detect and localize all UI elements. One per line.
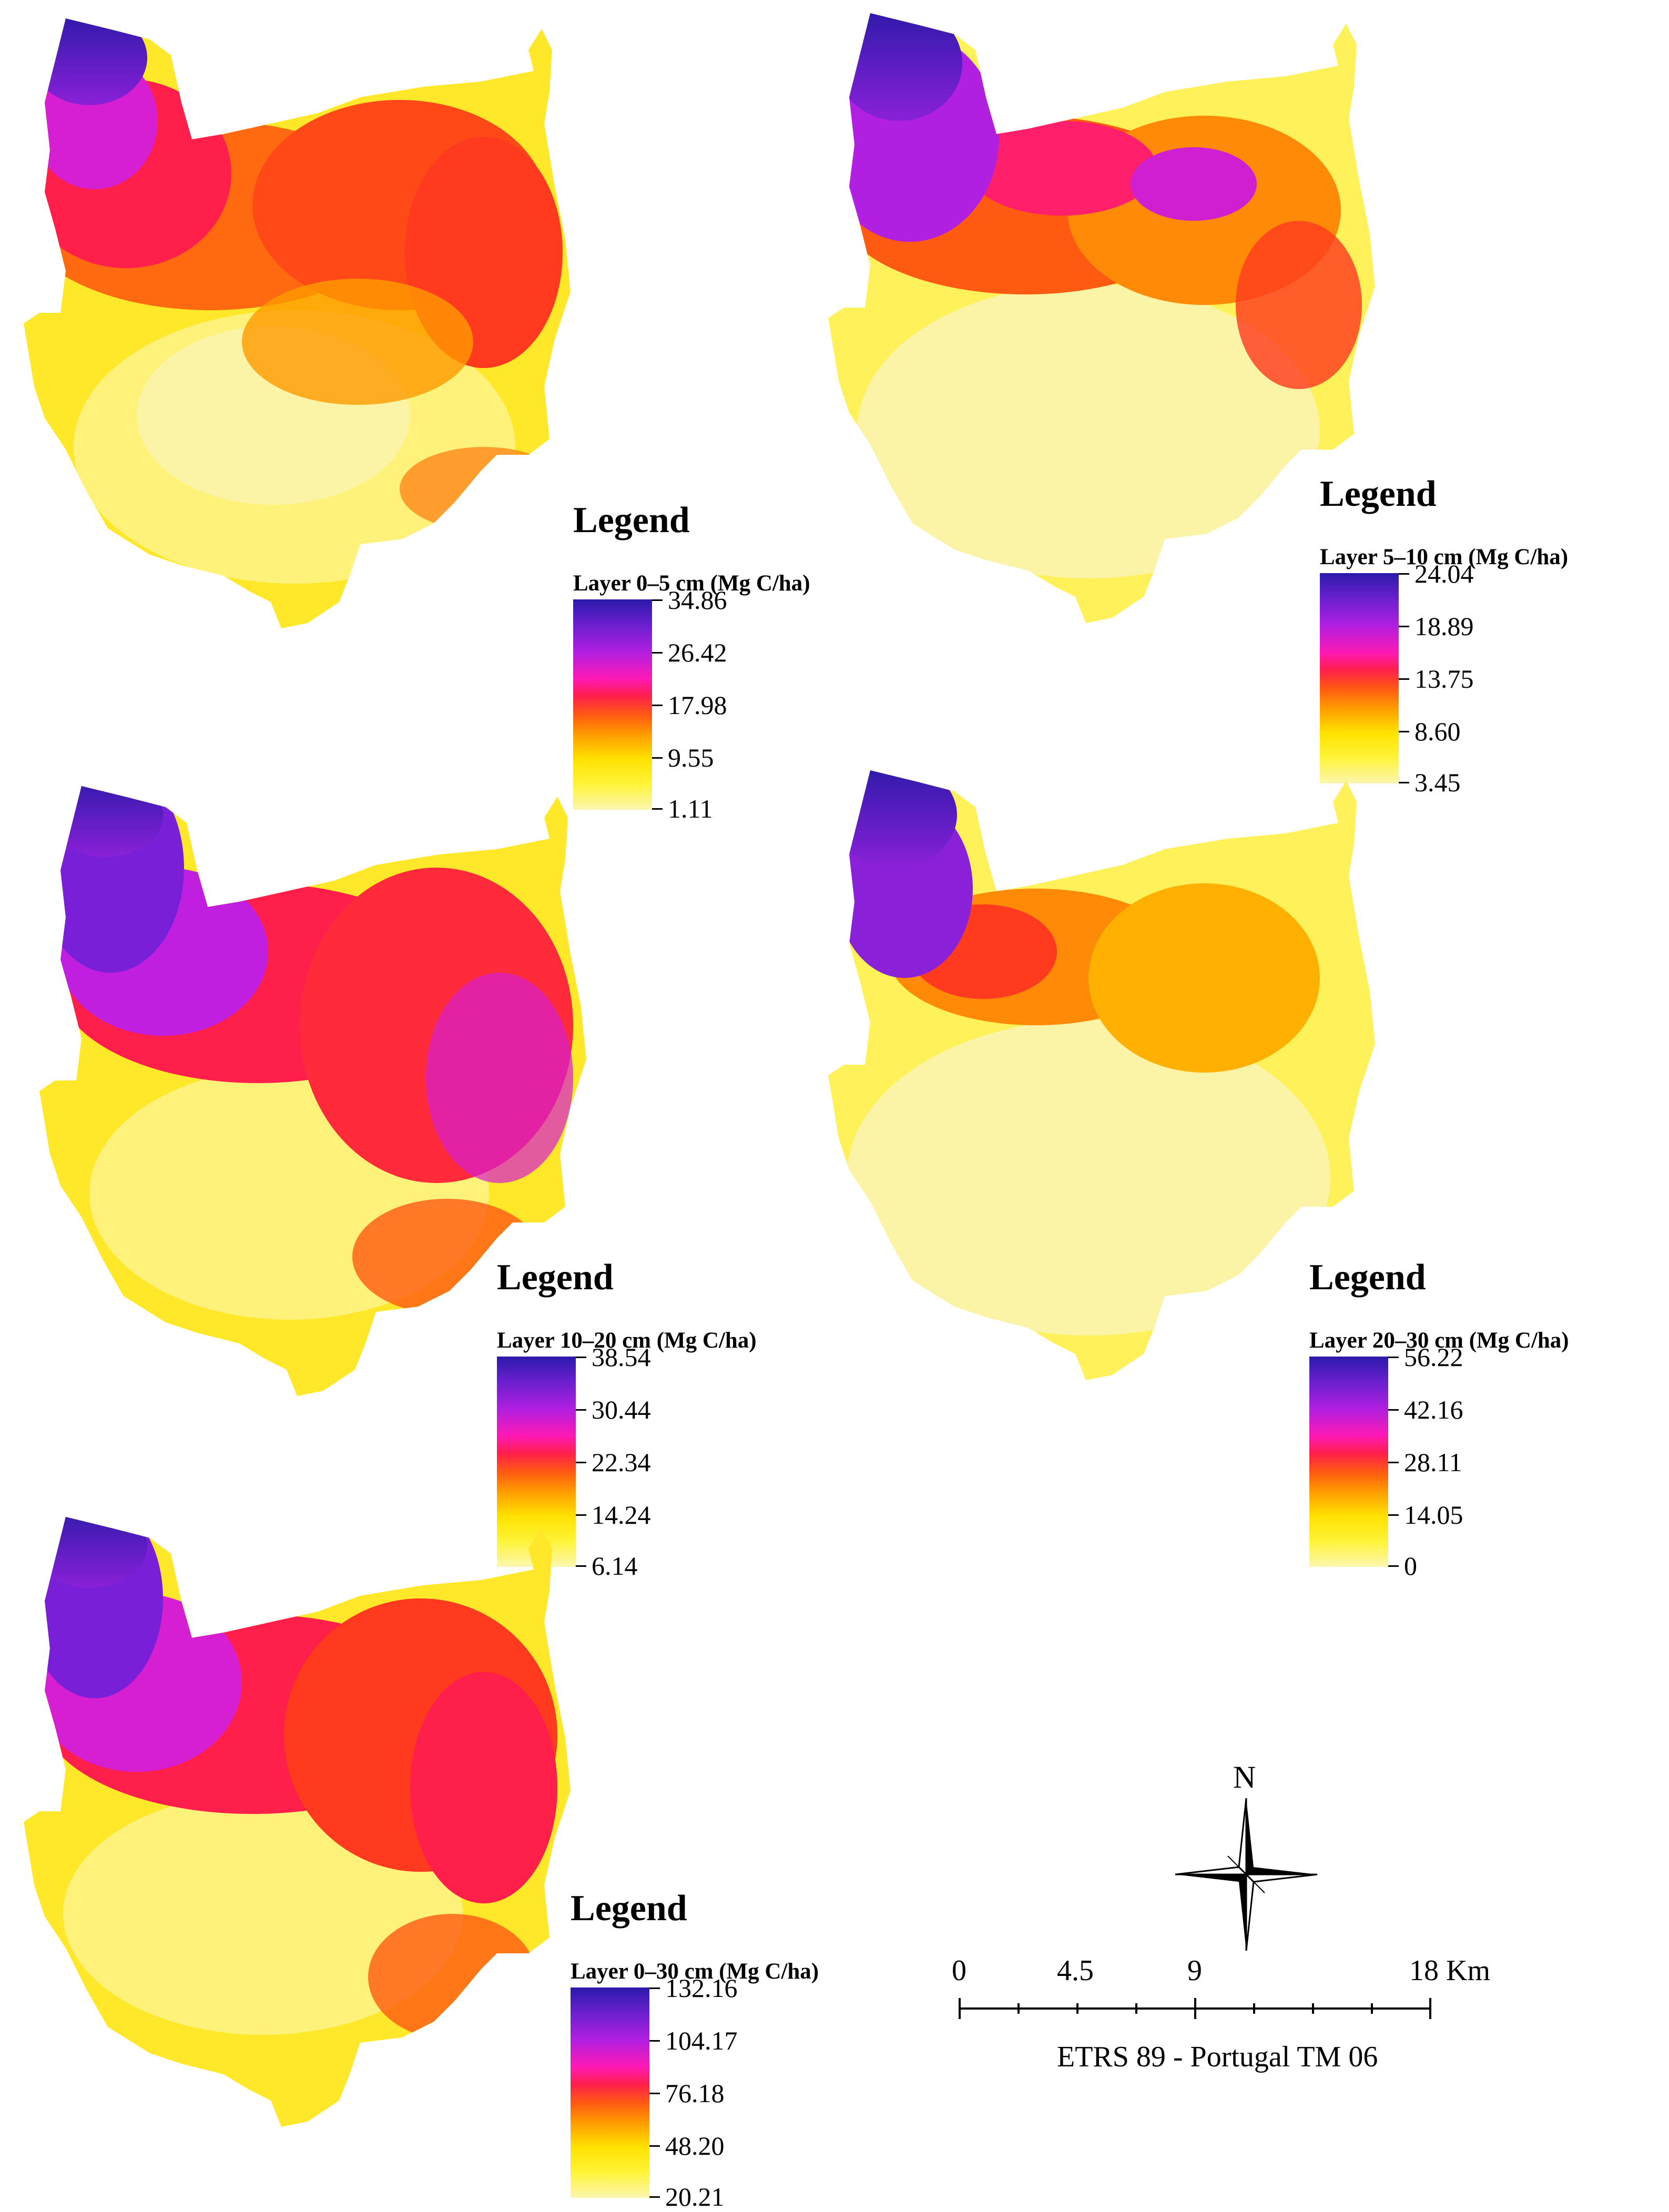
legend-tick-label: 3.45 — [1414, 768, 1461, 797]
legend-layer-label: Layer 10–20 cm (Mg C/ha) — [497, 1328, 757, 1353]
legend-tick — [652, 599, 663, 601]
legend-tick-label: 0 — [1404, 1551, 1417, 1581]
legend-tick-label: 48.20 — [665, 2131, 725, 2160]
legend-tick-label: 28.11 — [1404, 1448, 1462, 1477]
legend-tick-label: 14.24 — [592, 1500, 651, 1530]
color-ramp — [1309, 1357, 1388, 1567]
legend-tick — [1388, 1357, 1399, 1358]
legend-tick-label: 30.44 — [592, 1395, 651, 1424]
legend-tick — [652, 652, 663, 654]
north-label: N — [1233, 1760, 1256, 1795]
legend-tick-label: 56.22 — [1404, 1342, 1463, 1372]
legend-tick-label: 26.42 — [668, 638, 727, 667]
legend-tick-label: 18.89 — [1414, 611, 1474, 641]
legend-tick-label: 17.98 — [668, 690, 727, 720]
soil-carbon-map-10-20cm — [39, 786, 586, 1396]
legend-tick — [1399, 626, 1409, 627]
legend-tick — [652, 705, 663, 706]
legend-title: Legend — [1320, 474, 1437, 514]
legend-tick-label: 104.17 — [665, 2026, 738, 2055]
legend-tick — [576, 1357, 586, 1358]
scale-label: 9 — [1187, 1954, 1202, 1987]
legend-tick — [1399, 573, 1409, 575]
legend-tick-label: 22.34 — [592, 1448, 651, 1477]
legend-tick-label: 132.16 — [665, 1973, 738, 2003]
north-arrow-icon — [1175, 1798, 1318, 1951]
scale-bar-graphic — [959, 1998, 1431, 2019]
color-ramp — [573, 599, 652, 810]
legend-tick-label: 6.14 — [592, 1551, 638, 1581]
color-ramp — [1320, 573, 1399, 783]
map-panel-0-30cm: Legend Layer 0–30 cm (Mg C/ha) 132.16 10… — [21, 1514, 819, 2210]
legend-title: Legend — [1309, 1257, 1426, 1298]
legend-tick-label: 34.86 — [668, 585, 727, 615]
legend-layer-label: Layer 20–30 cm (Mg C/ha) — [1309, 1328, 1569, 1353]
legend-tick — [576, 1409, 586, 1411]
map-panel-20-30cm: Legend Layer 20–30 cm (Mg C/ha) 56.22 42… — [826, 768, 1569, 1579]
legend-tick-label: 13.75 — [1414, 664, 1474, 694]
legend-tick-label: 1.11 — [668, 794, 713, 823]
legend-layer-label: Layer 5–10 cm (Mg C/ha) — [1320, 545, 1569, 569]
legend-tick — [1399, 731, 1409, 732]
legend-tick — [1399, 678, 1409, 680]
legend-tick-label: 9.55 — [668, 743, 714, 772]
legend-title: Legend — [573, 500, 690, 541]
soil-carbon-map-0-30cm — [24, 1517, 571, 2127]
legend-tick — [649, 2093, 660, 2094]
scale-label: 18 Km — [1409, 1954, 1490, 1987]
legend-tick — [1388, 1409, 1399, 1411]
color-ramp — [497, 1357, 576, 1567]
map-panel-0-5cm: Legend Layer 0–5 cm (Mg C/ha) 34.86 26.4… — [21, 16, 810, 822]
legend-tick — [649, 2145, 660, 2147]
legend-tick-label: 20.21 — [665, 2182, 725, 2211]
legend-title: Legend — [497, 1257, 614, 1298]
legend-tick — [1399, 782, 1409, 783]
legend-tick — [649, 2040, 660, 2042]
map-panel-5-10cm: Legend Layer 5–10 cm (Mg C/ha) 24.04 18.… — [826, 11, 1568, 796]
legend-tick — [1388, 1565, 1399, 1567]
legend-title: Legend — [571, 1888, 687, 1929]
scale-label: 4.5 — [1057, 1954, 1094, 1987]
legend-tick — [576, 1565, 586, 1567]
legend-tick-label: 42.16 — [1404, 1395, 1463, 1424]
legend-tick — [652, 757, 663, 759]
soil-carbon-map-20-30cm — [828, 770, 1375, 1380]
legend-tick — [1388, 1462, 1399, 1463]
legend-tick-label: 76.18 — [665, 2078, 725, 2108]
legend-tick-label: 24.04 — [1414, 559, 1474, 588]
soil-carbon-map-0-5cm — [24, 18, 571, 628]
legend-tick-label: 8.60 — [1414, 717, 1461, 746]
legend-tick — [576, 1462, 586, 1463]
scale-bar: 0 4.5 9 18 Km ETRS 89 - Portugal TM 06 — [952, 1954, 1509, 2087]
legend-layer-label: Layer 0–5 cm (Mg C/ha) — [573, 571, 810, 596]
legend-layer-label: Layer 0–30 cm (Mg C/ha) — [571, 1959, 819, 1984]
north-arrow: N — [1167, 1761, 1325, 1961]
map-panel-10-20cm: Legend Layer 10–20 cm (Mg C/ha) 38.54 30… — [37, 783, 757, 1579]
legend-tick — [652, 808, 663, 810]
soil-carbon-map-5-10cm — [828, 13, 1375, 623]
legend-tick — [1388, 1514, 1399, 1516]
legend-tick-label: 38.54 — [592, 1342, 651, 1372]
legend-tick — [576, 1514, 586, 1516]
legend-tick — [649, 1987, 660, 1989]
legend-tick — [649, 2196, 660, 2198]
scale-label: 0 — [952, 1954, 966, 1987]
color-ramp — [571, 1987, 649, 2198]
legend-tick-label: 14.05 — [1404, 1500, 1463, 1530]
crs-label: ETRS 89 - Portugal TM 06 — [1057, 2041, 1378, 2073]
